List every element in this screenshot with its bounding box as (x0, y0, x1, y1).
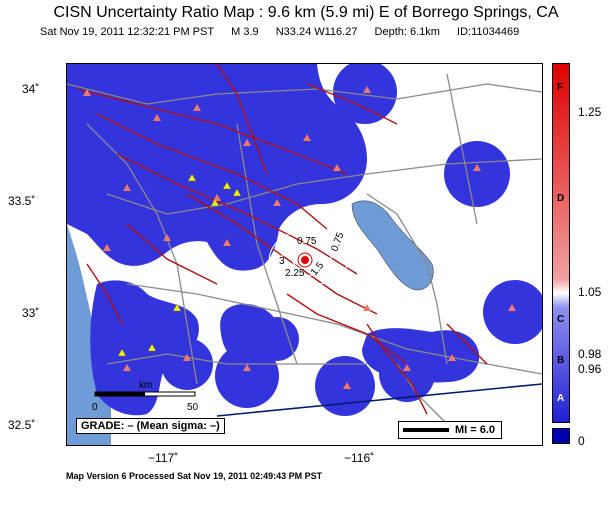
scale-end: 50 (187, 402, 199, 413)
mi-bar (403, 428, 449, 433)
colorbar-value-096: 0.96 (578, 362, 602, 376)
salton-sea (351, 200, 434, 291)
colorbar-value-0: 0 (578, 434, 585, 448)
uncertainty-blobs (67, 64, 542, 416)
uncertainty-circle-se (483, 280, 542, 344)
uncertainty-circle-s1 (215, 344, 279, 408)
colorbar-bottom-swatch (552, 428, 570, 444)
mi-label: MI = 6.0 (455, 424, 496, 436)
colorbar-value-098: 0.98 (578, 347, 602, 361)
faults (76, 64, 488, 415)
uncertainty-region-main (67, 64, 367, 271)
colorbar (552, 63, 570, 423)
event-id: ID:11034469 (457, 26, 520, 38)
event-magnitude: M 3.9 (231, 26, 259, 38)
colorbar-grade-f: F (557, 82, 564, 93)
lat-label-34: 34˚ (22, 82, 40, 96)
lat-label-32-5: 32.5˚ (8, 418, 36, 432)
contour-label-3: 3 (279, 256, 285, 267)
uncertainty-circle-w (161, 338, 213, 390)
uncertainty-circle-m (255, 317, 299, 361)
event-depth: Depth: 6.1km (374, 26, 440, 38)
epicenter-star (297, 252, 313, 268)
uncertainty-map[interactable]: 0.75 0.75 1.5 2.25 3 0 km 50 (66, 63, 543, 446)
event-location: N33.24 W116.27 (275, 26, 358, 38)
event-datetime: Sat Nov 19, 2011 12:32:21 PM PST (40, 26, 215, 38)
colorbar-value-105: 1.05 (578, 285, 602, 299)
grade-info: GRADE: – (Mean sigma: –) (76, 418, 225, 434)
colorbar-grade-a: A (557, 393, 565, 404)
station-triangles (83, 86, 516, 389)
contour-label-075-a: 0.75 (297, 236, 317, 247)
lat-label-33-5: 33.5˚ (8, 194, 36, 208)
colorbar-value-125: 1.25 (578, 105, 602, 119)
mi-legend: MI = 6.0 (398, 421, 503, 439)
colorbar-grade-b: B (557, 355, 565, 366)
intensity-triangles (117, 173, 242, 357)
scale-zero: 0 (92, 402, 98, 413)
colorbar-grade-c: C (557, 314, 565, 325)
scale-unit: km (139, 380, 152, 391)
lon-label-117: −117˚ (148, 451, 179, 465)
contour-labels: 0.75 0.75 1.5 2.25 3 (279, 231, 347, 279)
uncertainty-circle-e (444, 141, 510, 207)
scale-bar: 0 km 50 (92, 380, 199, 413)
lat-label-33: 33˚ (22, 306, 40, 320)
contour-label-225: 2.25 (285, 268, 305, 279)
colorbar-grade-d: D (557, 193, 565, 204)
lon-label-116: −116˚ (344, 451, 375, 465)
map-canvas: 0.75 0.75 1.5 2.25 3 0 km 50 (67, 64, 542, 445)
international-border (216, 383, 542, 417)
event-info: Sat Nov 19, 2011 12:32:21 PM PST M 3.9 N… (40, 26, 533, 38)
map-title: CISN Uncertainty Ratio Map : 9.6 km (5.9… (53, 4, 559, 21)
ratio-contours (268, 228, 349, 285)
uncertainty-circle-ne (333, 64, 397, 124)
map-footer: Map Version 6 Processed Sat Nov 19, 2011… (66, 471, 323, 481)
uncertainty-circle-s3 (379, 346, 435, 402)
